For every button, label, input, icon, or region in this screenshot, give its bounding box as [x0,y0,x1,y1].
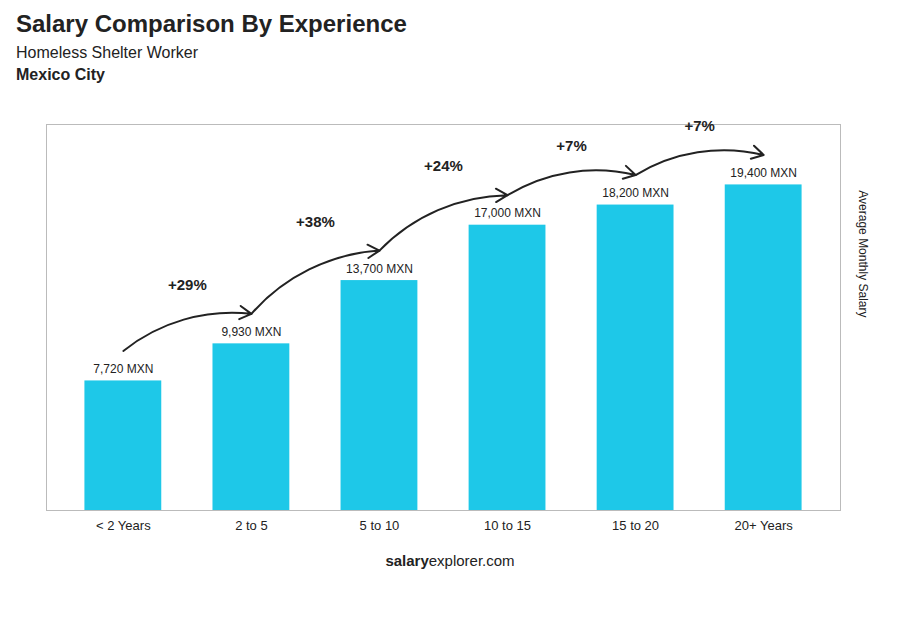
svg-text:20+ Years: 20+ Years [735,518,794,533]
svg-text:17,000 MXN: 17,000 MXN [474,206,541,220]
svg-text:13,700 MXN: 13,700 MXN [346,262,413,276]
svg-text:Average Monthly Salary: Average Monthly Salary [856,190,870,317]
svg-text:+24%: +24% [424,157,463,174]
html-text:Mexico City: Mexico City [16,66,105,83]
svg-text:18,200 MXN: 18,200 MXN [602,186,669,200]
svg-text:5 to 10: 5 to 10 [360,518,400,533]
svg-text:9,930 MXN: 9,930 MXN [221,325,281,339]
svg-text:+7%: +7% [556,137,586,154]
svg-text:+7%: +7% [684,117,714,134]
svg-text:< 2 Years: < 2 Years [96,518,151,533]
svg-text:19,400 MXN: 19,400 MXN [730,166,797,180]
svg-text:15 to 20: 15 to 20 [612,518,659,533]
html-text:Homeless Shelter Worker: Homeless Shelter Worker [16,44,198,61]
svg-text:+29%: +29% [168,276,207,293]
svg-text:7,720 MXN: 7,720 MXN [93,362,153,376]
svg-text:10 to 15: 10 to 15 [484,518,531,533]
svg-text:2 to 5: 2 to 5 [235,518,268,533]
svg-text:+38%: +38% [296,213,335,230]
html-text:Salary Comparison By Experienc: Salary Comparison By Experience [16,10,407,37]
html-text:salary explorer.com: salary explorer.com [385,552,515,569]
